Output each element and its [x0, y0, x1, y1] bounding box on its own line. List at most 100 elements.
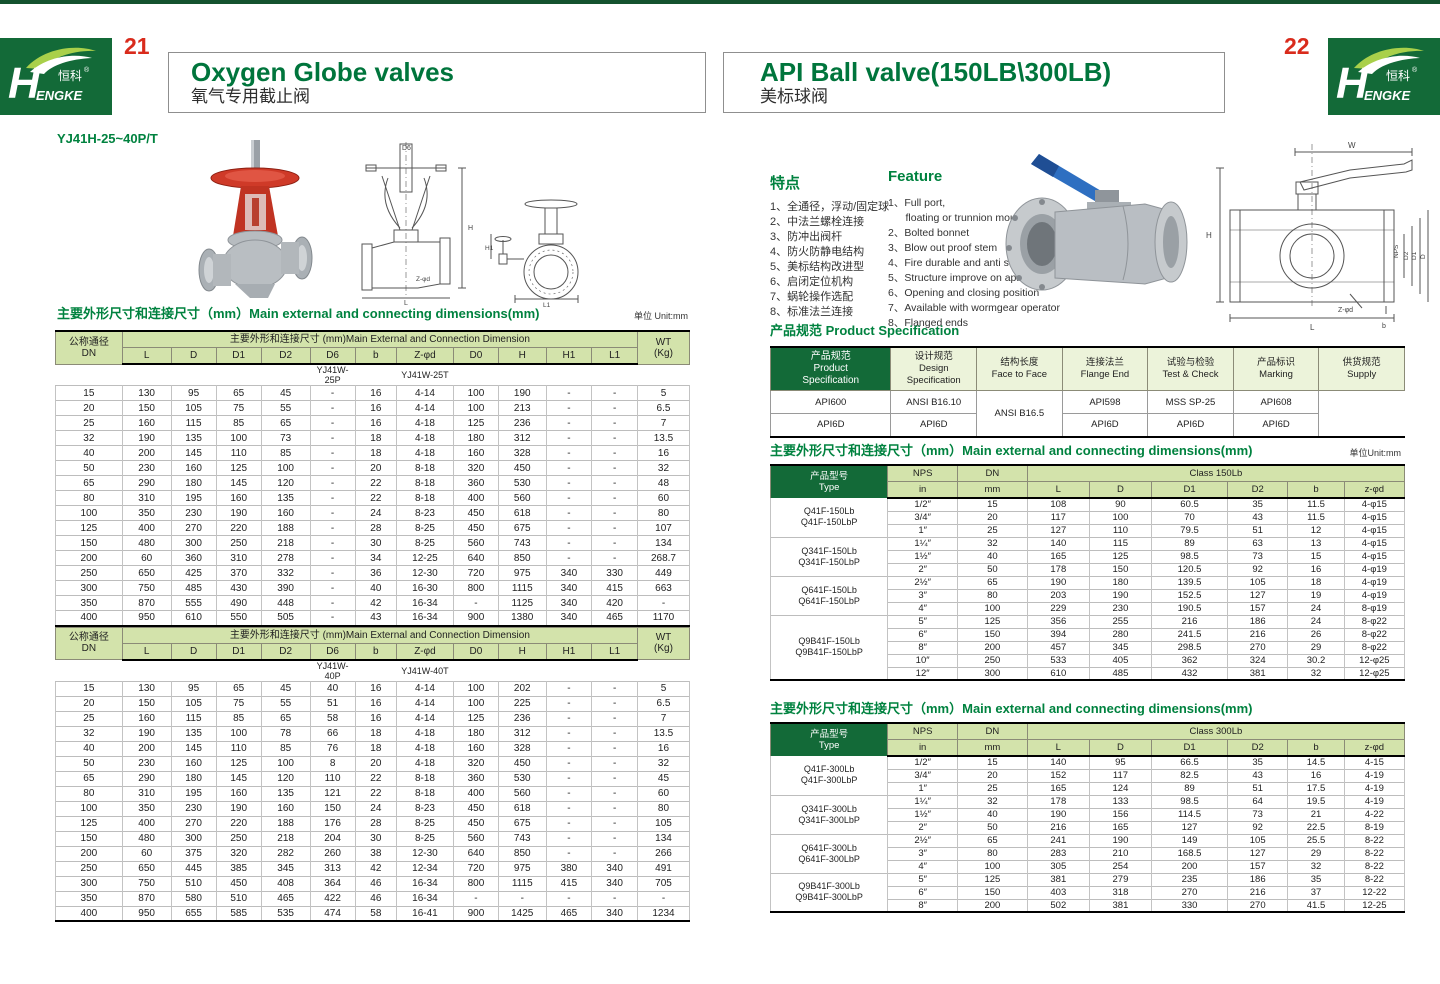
table-row: 100 350 230 190 160 150 24 8-23 450 618- -80	[55, 800, 691, 816]
table-cell: 200	[55, 845, 123, 861]
table-cell: 260	[309, 845, 356, 861]
ball-valve-drawing: W H NPS D2 D1 D Z-φd b L	[1206, 141, 1429, 332]
table-cell: 200	[957, 640, 1028, 654]
table-cell: 40	[309, 680, 356, 696]
table-cell: 800	[452, 580, 499, 596]
table-cell: 188	[260, 815, 311, 831]
table-cell: 73	[1227, 807, 1289, 821]
table-cell: 270	[1150, 885, 1229, 899]
table-row: 40 200 145 110 85 76 18 4-18 160 328- -16	[55, 740, 691, 756]
table-cell: 850	[497, 845, 547, 861]
table-cell: 535	[260, 905, 311, 921]
table-cell: 328	[497, 740, 547, 756]
col-header-wt: WT (Kg)	[636, 330, 691, 365]
table-cell: 73	[260, 430, 311, 446]
table-cell: 75	[215, 400, 262, 416]
table-cell: 449	[636, 565, 691, 581]
table-cell: 15	[957, 756, 1028, 769]
svg-text:®: ®	[1412, 66, 1418, 74]
table-row: 150 480 300 250 218-30 8-25 560 743- -134	[55, 535, 691, 551]
table-cell: 241.5	[1150, 627, 1229, 641]
table-cell: -	[452, 595, 499, 611]
table-cell: 510	[215, 890, 262, 906]
table-cell: -	[309, 580, 356, 596]
table-cell: 12-25	[396, 550, 454, 566]
table-cell: 24	[354, 800, 398, 816]
table-row: 200 60 360 310 278-34 12-25 640 850- -268.7	[55, 550, 691, 566]
table-cell: 340	[591, 860, 638, 876]
table-cell: 133	[1088, 794, 1153, 808]
table-cell: 51	[1227, 523, 1289, 537]
table-cell: 190	[497, 385, 547, 401]
table-row: Q41F-150Lb Q41F-150LbP 1/2″ 15 108 90 60.5 35 1…	[769, 498, 1406, 537]
table-cell: -	[591, 830, 638, 846]
table-cell: 100	[957, 601, 1028, 615]
table-cell: 485	[1088, 666, 1153, 680]
table-cell: 4-15	[1343, 756, 1406, 769]
table-cell: 73	[1227, 549, 1289, 563]
table-cell: 12	[1287, 523, 1345, 537]
table-cell: -	[545, 415, 593, 431]
table-cell: 4-φ15	[1343, 549, 1406, 563]
table-cell: 190	[1026, 807, 1090, 821]
table-cell: 204	[309, 830, 356, 846]
table-cell: 18	[354, 445, 398, 461]
table-cell: 490	[215, 595, 262, 611]
table-cell: 29	[1287, 846, 1345, 860]
table-row: 20 150 105 75 55 51 16 4-14 100 225- -6.5	[55, 695, 691, 711]
table-cell: 580	[170, 890, 217, 906]
table-cell: 975	[497, 860, 547, 876]
dims-300-heading: 主要外形尺寸和连接尺寸（mm）Main external and connect…	[770, 701, 1253, 716]
table-cell: 110	[215, 445, 262, 461]
table-row: 250 650 445 385 345 313 42 12-34 720 975 380 340 491	[55, 860, 691, 876]
col-header-l1: L1	[591, 642, 638, 661]
table-cell: -	[309, 520, 356, 536]
table-cell: 60	[121, 550, 172, 566]
left-dimensions-heading-row: 主要外形尺寸和连接尺寸（mm）Main external and connect…	[57, 303, 688, 322]
table-cell: 8-23	[396, 505, 454, 521]
table-cell: 168.5	[1150, 846, 1229, 860]
svg-text:恒科: 恒科	[1386, 69, 1410, 83]
table-cell: 312	[497, 725, 547, 741]
table-cell: -	[591, 400, 638, 416]
table-cell: 4-φ15	[1343, 523, 1406, 537]
table-cell: 50	[957, 820, 1028, 834]
table-cell: 332	[260, 565, 311, 581]
dim-label-l: L	[1310, 323, 1315, 332]
table-cell: 743	[497, 535, 547, 551]
table-cell: 127	[1227, 588, 1289, 602]
table-cell: 40	[55, 740, 123, 756]
table-cell: 100	[55, 505, 123, 521]
table-cell: 190	[215, 800, 262, 816]
table-cell: 64	[1227, 794, 1289, 808]
table-cell: 190.5	[1150, 601, 1229, 615]
table-cell: 32	[957, 536, 1028, 550]
table-cell: 186	[1227, 872, 1289, 886]
table-cell: 705	[636, 875, 691, 891]
table-cell: 450	[452, 800, 499, 816]
type-label-cell: Q41F-150Lb Q41F-150LbP	[769, 498, 889, 537]
table-cell: 165	[1026, 549, 1090, 563]
globe-valve-photo	[198, 140, 313, 298]
table-cell: 134	[636, 535, 691, 551]
table-cell: 350	[55, 595, 123, 611]
class-header-row: 产品型号 Type NPS DN Class 150Lb	[769, 464, 1406, 498]
table-cell: 16-34	[396, 595, 454, 611]
dim-label-zphid: Z-φd	[1338, 307, 1353, 314]
table-cell: 65	[55, 770, 123, 786]
table-cell: 370	[215, 565, 262, 581]
spec-cell: API6D	[1147, 413, 1234, 437]
class-dimension-table: 产品型号 Type NPS DN Class 150Lb in mm L D D1 D2 b z-φd…	[769, 464, 1406, 681]
col-header-d2: D2	[260, 642, 311, 661]
table-cell: 35	[1287, 872, 1345, 886]
variant-label-row: YJ41W-40P YJ41W-40T	[56, 660, 690, 682]
table-cell: 480	[121, 830, 172, 846]
table-cell: 8-19	[1343, 820, 1406, 834]
table-cell: 50	[957, 562, 1028, 576]
table-cell: 160	[215, 490, 262, 506]
table-cell: 750	[121, 580, 172, 596]
table-cell: 24	[1287, 614, 1345, 628]
table-cell: 48	[636, 475, 691, 491]
table-cell: 150	[957, 627, 1028, 641]
table-cell: -	[545, 695, 593, 711]
